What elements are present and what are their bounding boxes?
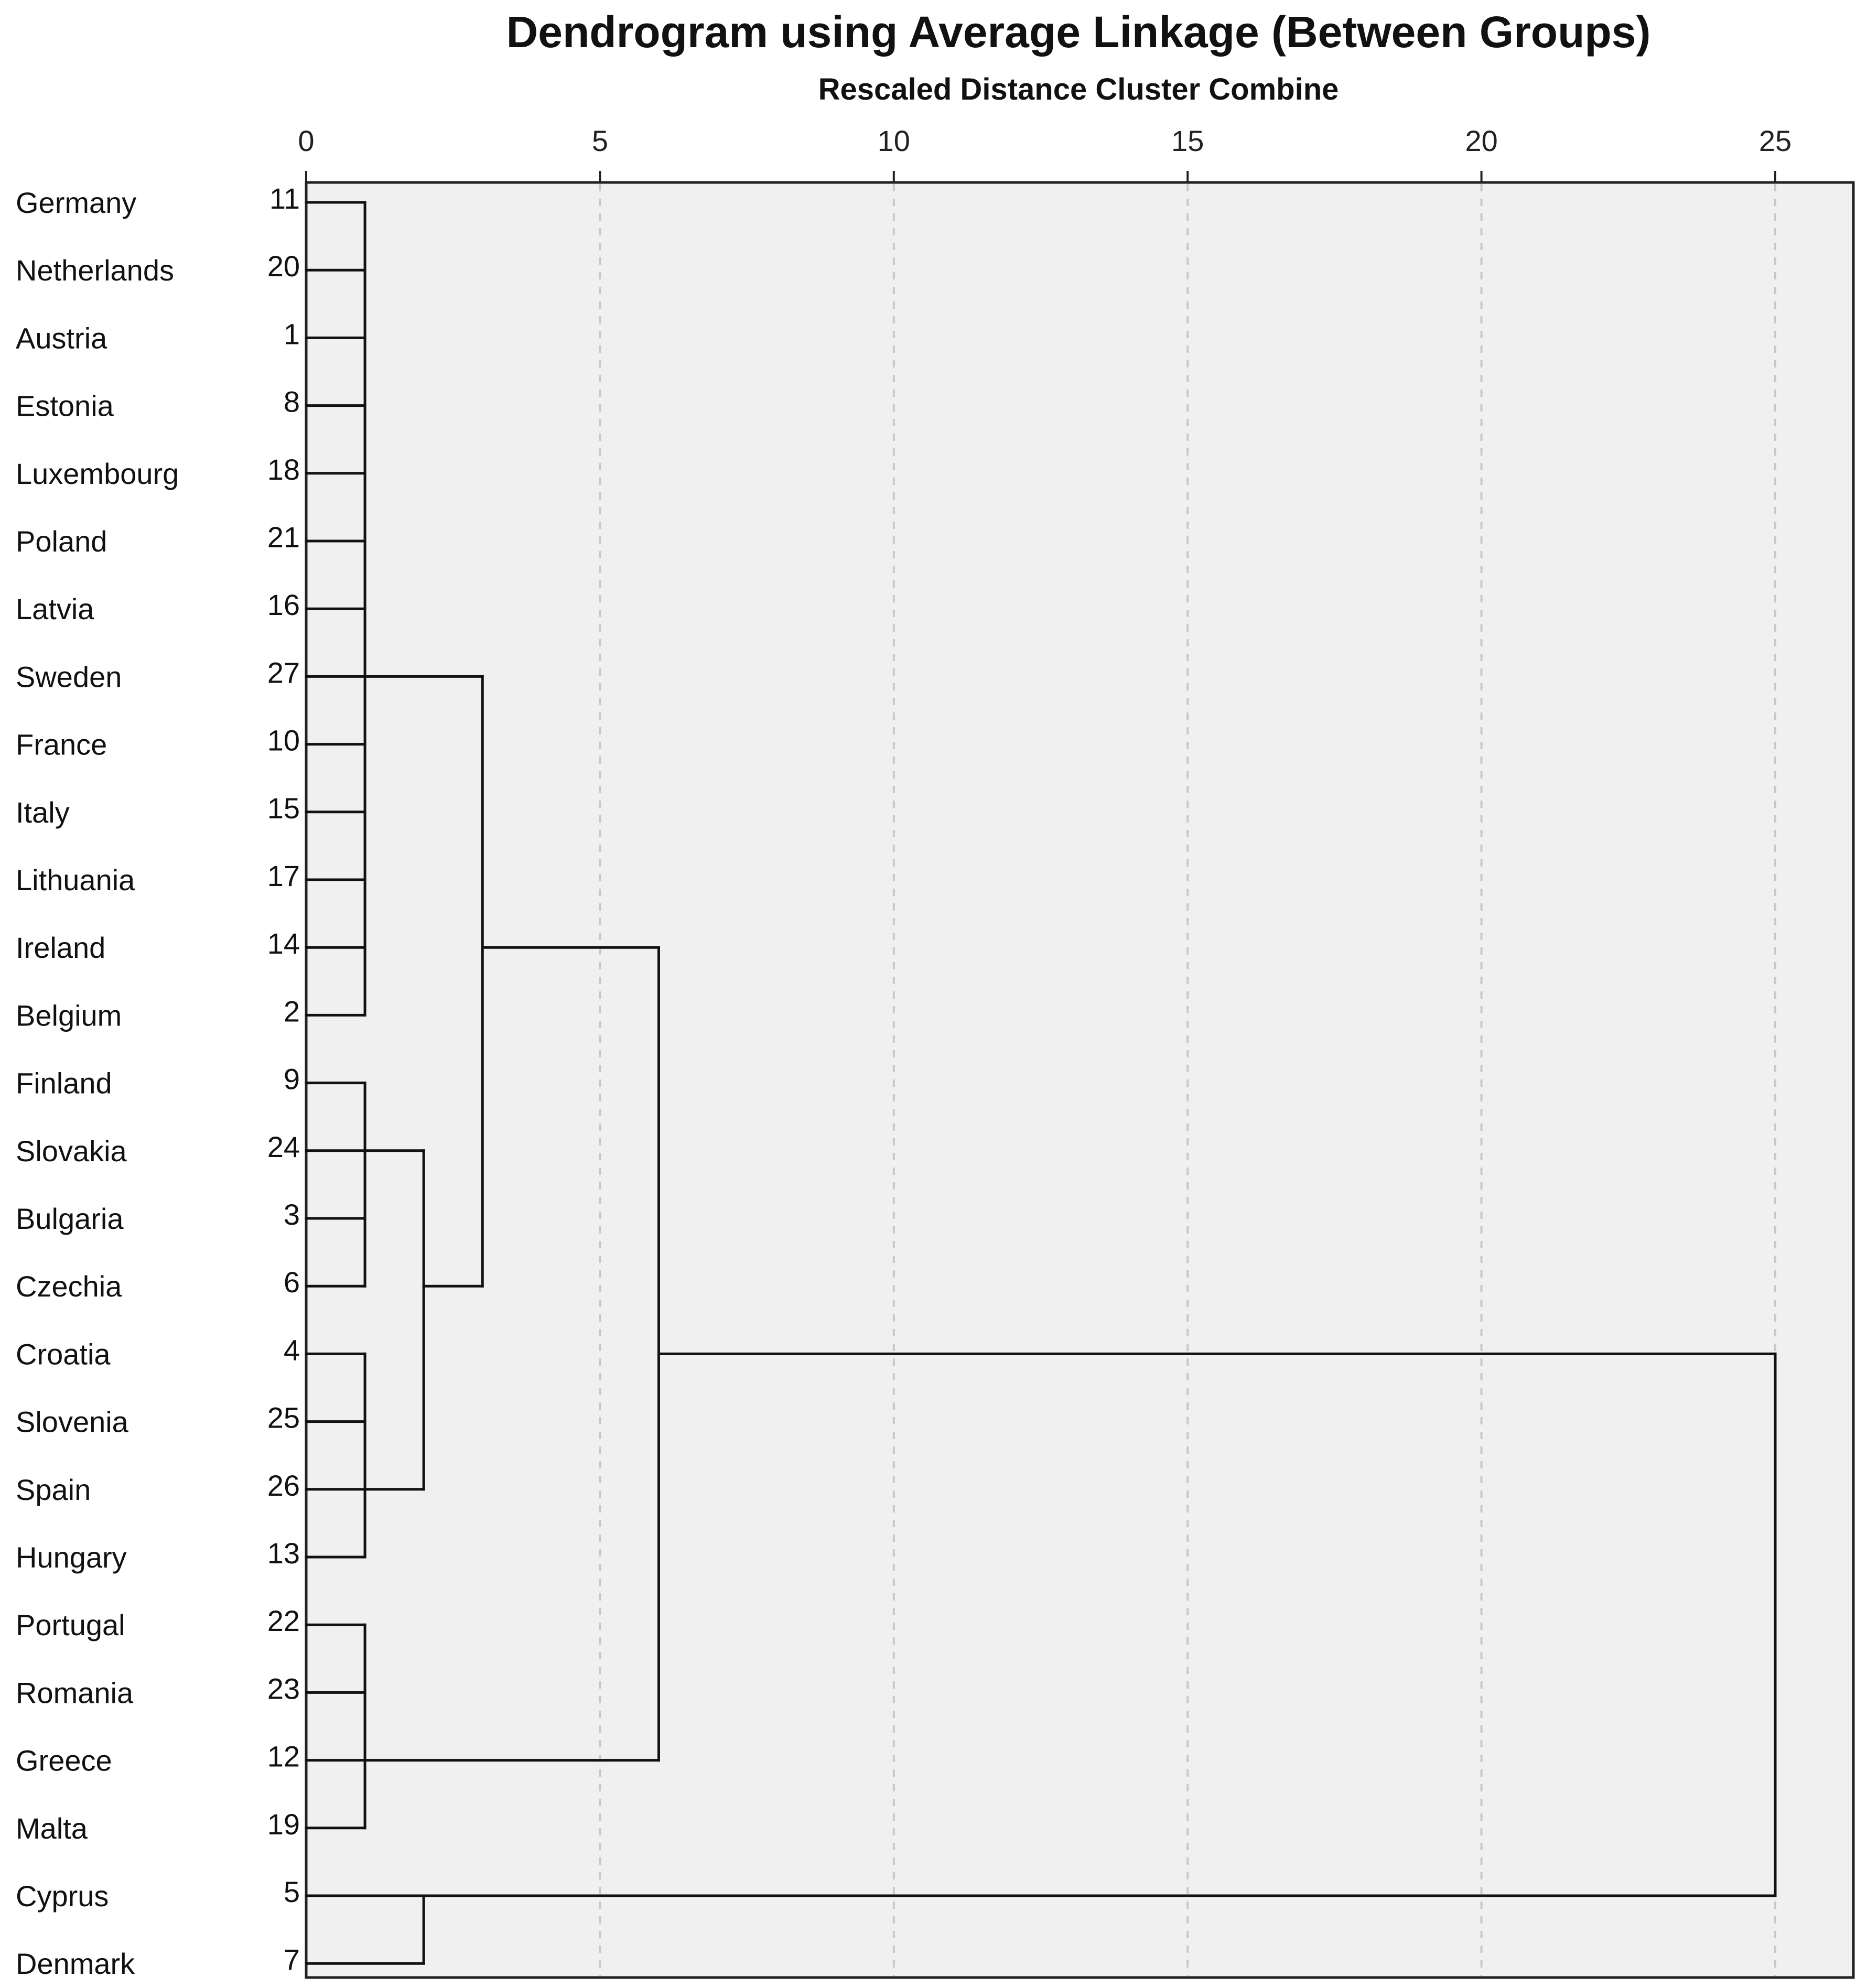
leaf-id: 9 (284, 1063, 300, 1096)
leaf-label: Germany (16, 186, 136, 219)
leaf-id: 22 (267, 1604, 300, 1637)
leaf-label: Sweden (16, 660, 122, 693)
tick-label-10: 10 (878, 124, 910, 157)
leaf-label: Slovenia (16, 1406, 129, 1439)
leaf-id: 26 (267, 1469, 300, 1502)
leaf-id: 6 (284, 1266, 300, 1299)
leaf-label: Estonia (16, 390, 114, 423)
leaf-id: 12 (267, 1740, 300, 1773)
leaf-label: Netherlands (16, 254, 174, 287)
tick-label-0: 0 (298, 124, 314, 157)
leaf-label: Greece (16, 1744, 112, 1777)
leaf-label: Malta (16, 1812, 88, 1845)
x-axis-label: Rescaled Distance Cluster Combine (818, 72, 1339, 106)
leaf-label: Italy (16, 796, 70, 829)
leaf-id: 14 (267, 927, 300, 960)
leaf-id: 15 (267, 792, 300, 825)
leaf-label: Belgium (16, 999, 122, 1032)
tick-label-5: 5 (592, 124, 608, 157)
leaf-label: Austria (16, 321, 107, 354)
leaf-id: 4 (284, 1333, 300, 1366)
leaf-label: Luxembourg (16, 457, 179, 490)
chart-title: Dendrogram using Average Linkage (Betwee… (506, 7, 1651, 57)
leaf-label: Lithuania (16, 863, 135, 896)
leaf-label: Finland (16, 1067, 112, 1100)
leaf-id: 17 (267, 859, 300, 892)
plot-area (305, 181, 1855, 1979)
leaf-label: Croatia (16, 1337, 111, 1370)
x-axis-ticks: 0 5 10 15 20 25 (298, 124, 1792, 182)
leaf-id: 3 (284, 1198, 300, 1231)
leaf-label: Poland (16, 525, 107, 558)
leaf-id: 18 (267, 453, 300, 486)
leaf-label: Denmark (16, 1947, 135, 1980)
leaf-label: Czechia (16, 1270, 122, 1303)
leaf-id: 24 (267, 1130, 300, 1163)
leaf-id: 21 (267, 521, 300, 554)
leaf-id: 25 (267, 1401, 300, 1434)
leaf-label: Spain (16, 1473, 91, 1506)
leaf-label: Bulgaria (16, 1202, 124, 1235)
leaf-id: 1 (284, 317, 300, 350)
leaf-label: Hungary (16, 1541, 127, 1574)
dendrogram-links (305, 201, 1777, 1965)
leaf-id: 8 (284, 385, 300, 418)
leaf-id: 10 (267, 724, 300, 757)
leaf-id: 13 (267, 1537, 300, 1570)
leaf-label: Portugal (16, 1608, 125, 1641)
leaf-id: 16 (267, 588, 300, 621)
leaf-id: 20 (267, 250, 300, 283)
tick-label-25: 25 (1759, 124, 1792, 157)
leaf-label: Latvia (16, 592, 94, 625)
leaf-id: 5 (284, 1875, 300, 1908)
leaf-id: 7 (284, 1943, 300, 1976)
leaf-label: Ireland (16, 931, 105, 964)
tick-label-20: 20 (1465, 124, 1497, 157)
leaf-id: 19 (267, 1808, 300, 1841)
leaf-id: 27 (267, 656, 300, 689)
leaf-id: 11 (269, 182, 300, 215)
leaf-label: France (16, 728, 107, 761)
leaf-labels: Germany 11 Netherlands 20 Austria 1 Estonia 8 Lu… (16, 182, 300, 1980)
grid-lines (599, 184, 1776, 1976)
leaf-label: Slovakia (16, 1135, 127, 1168)
leaf-label: Romania (16, 1676, 134, 1709)
tick-label-15: 15 (1171, 124, 1204, 157)
leaf-id: 23 (267, 1672, 300, 1705)
leaf-label: Cyprus (16, 1879, 109, 1913)
leaf-id: 2 (284, 995, 300, 1028)
